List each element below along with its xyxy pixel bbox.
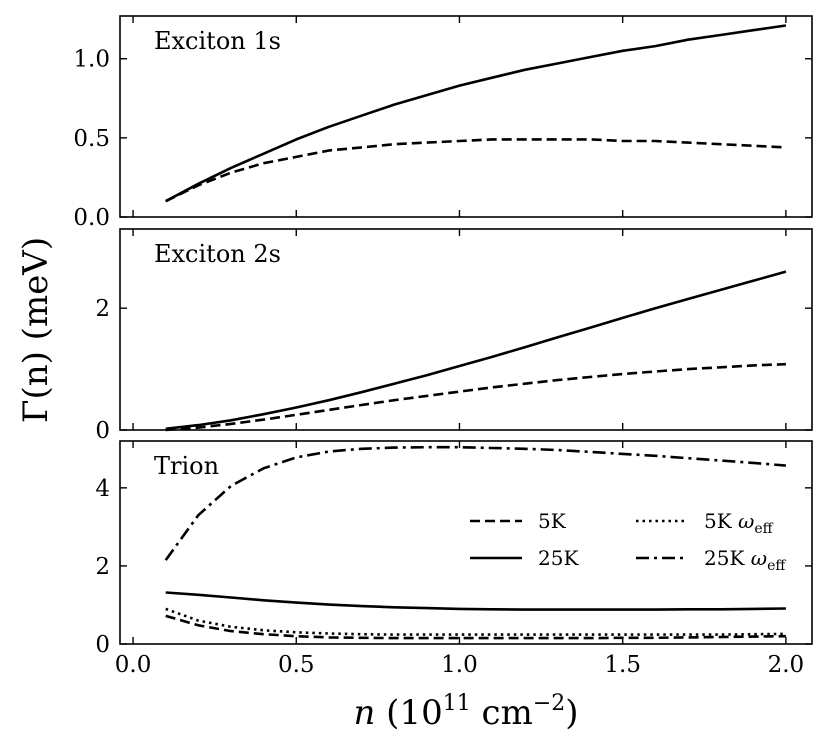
legend-label-dashdot: 25K ωeff bbox=[704, 546, 786, 574]
axes-frame-exciton-1s bbox=[119, 15, 813, 218]
series-trion-dotted bbox=[165, 607, 786, 636]
y-tick-label-trion: 2 bbox=[95, 554, 110, 580]
y-tick-label-trion: 0 bbox=[95, 632, 110, 658]
x-axis-label-open: (10 bbox=[375, 693, 442, 733]
x-axis-label-var: n bbox=[353, 693, 375, 733]
x-axis-label-exp: 11 bbox=[443, 691, 471, 716]
axes-frame-trion bbox=[119, 440, 813, 645]
panel-exciton-2s: 0 2 Exciton 2s bbox=[95, 228, 813, 444]
panel-label-trion: Trion bbox=[154, 452, 219, 480]
series-trion-solid bbox=[165, 591, 786, 611]
y-tick-label-exciton-2s: 2 bbox=[95, 296, 110, 322]
y-tick-label-trion: 4 bbox=[95, 476, 110, 502]
y-tick-label-exciton-2s: 0 bbox=[95, 418, 110, 444]
y-tick-label-exciton-1s: 1.0 bbox=[73, 47, 110, 73]
x-axis-label-close: ) bbox=[565, 693, 578, 733]
x-tick-label: 2.0 bbox=[768, 652, 805, 678]
x-axis-label: n (1011 cm−2) bbox=[353, 691, 578, 733]
panel-exciton-1s: 0.0 0.5 1.0 Exciton 1s bbox=[73, 15, 813, 231]
x-axis-label-unit: cm bbox=[471, 693, 533, 733]
y-tick-label-exciton-1s: 0.5 bbox=[73, 126, 110, 152]
legend-label-dashed: 5K bbox=[538, 509, 567, 533]
legend-label-solid: 25K bbox=[538, 546, 579, 570]
panel-label-exciton-2s: Exciton 2s bbox=[154, 240, 281, 268]
x-tick-label: 0.5 bbox=[278, 652, 315, 678]
series-trion-dashed bbox=[165, 614, 786, 640]
x-tick-label: 1.5 bbox=[604, 652, 641, 678]
series-exciton-2s-solid bbox=[165, 270, 787, 431]
series-trion-dashdot bbox=[164, 445, 787, 561]
panel-trion: 0 2 4 Trion 0.0 0.5 1.0 1.5 2.0 bbox=[95, 440, 813, 678]
x-tick-label: 1.0 bbox=[441, 652, 478, 678]
legend-label-dotted: 5K ωeff bbox=[704, 509, 774, 537]
x-axis-label-unit-exp: −2 bbox=[533, 691, 565, 716]
y-axis-label: Γ(n) (meV) bbox=[16, 237, 56, 423]
axes-frame-exciton-2s bbox=[119, 228, 813, 431]
x-tick-label: 0.0 bbox=[115, 652, 152, 678]
y-tick-label-exciton-1s: 0.0 bbox=[73, 205, 110, 231]
legend: 5K 5K ωeff 25K 25K ωeff bbox=[470, 509, 786, 574]
series-exciton-1s-dashed bbox=[165, 138, 786, 203]
panel-label-exciton-1s: Exciton 1s bbox=[154, 27, 281, 55]
series-exciton-1s-solid bbox=[165, 24, 787, 203]
series-exciton-2s-dashed bbox=[165, 362, 786, 432]
